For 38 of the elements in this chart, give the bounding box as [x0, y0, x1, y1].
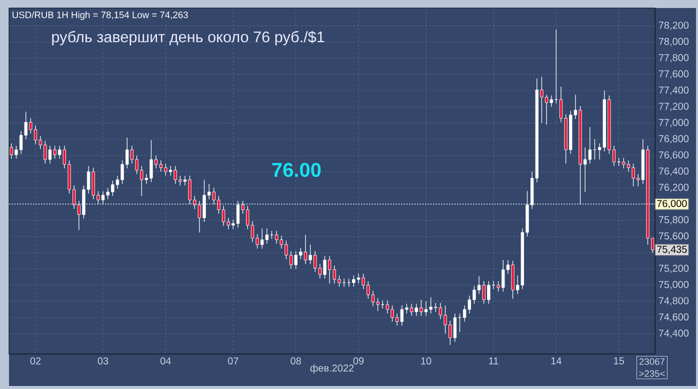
y-tick-label: 77,000 [658, 118, 689, 128]
y-tick-label: 74,400 [658, 330, 689, 338]
y-tick-label: 75,800 [658, 216, 689, 224]
x-tick-label: 09 [353, 357, 364, 364]
y-tick-label: 78,200 [658, 22, 689, 30]
y-tick-label: 77,800 [658, 54, 689, 62]
x-tick-label: 10 [421, 357, 432, 364]
y-tick-label: 78,000 [658, 38, 689, 46]
annotation: 75,435 [657, 246, 687, 254]
x-tick-label: 02 [30, 357, 41, 364]
x-tick-label: 11 [489, 357, 498, 364]
x-axis-title: фев.2022 [310, 364, 354, 374]
y-tick-label: 76,600 [658, 151, 689, 160]
text: рубль завершит день около 76 руб./$1 [52, 30, 324, 46]
x-tick-label: 15 [614, 357, 624, 364]
annotation: USD/RUB 1H High = 78,154 Low = 74,263 [12, 11, 188, 20]
text: 23067 [639, 358, 665, 365]
y-tick-label: 77,200 [658, 102, 689, 111]
y-tick-label: 74,800 [658, 297, 689, 306]
x-tick-label: 04 [160, 357, 171, 364]
y-tick-label: 76,400 [658, 168, 689, 176]
candlestick [554, 29, 558, 104]
x-tick-label: 07 [228, 357, 238, 364]
ref-line-label: 76,000 [657, 200, 687, 208]
y-tick-label: 77,400 [658, 86, 689, 95]
y-tick-label: 75,200 [658, 264, 689, 274]
y-tick-label: 76,200 [658, 184, 689, 192]
y-tick-label: 77,600 [658, 70, 689, 79]
annotation: 76.00 [272, 162, 321, 177]
y-tick-label: 75,600 [658, 232, 689, 241]
text: >235< [639, 370, 665, 377]
candlestick [458, 313, 462, 332]
y-tick-label: 76,800 [658, 135, 689, 144]
x-tick-label: 14 [551, 357, 562, 364]
x-tick-label: 03 [98, 357, 108, 364]
x-tick-label: 08 [290, 357, 301, 364]
y-tick-label: 74,600 [658, 313, 689, 322]
y-tick-label: 75,000 [658, 280, 689, 290]
